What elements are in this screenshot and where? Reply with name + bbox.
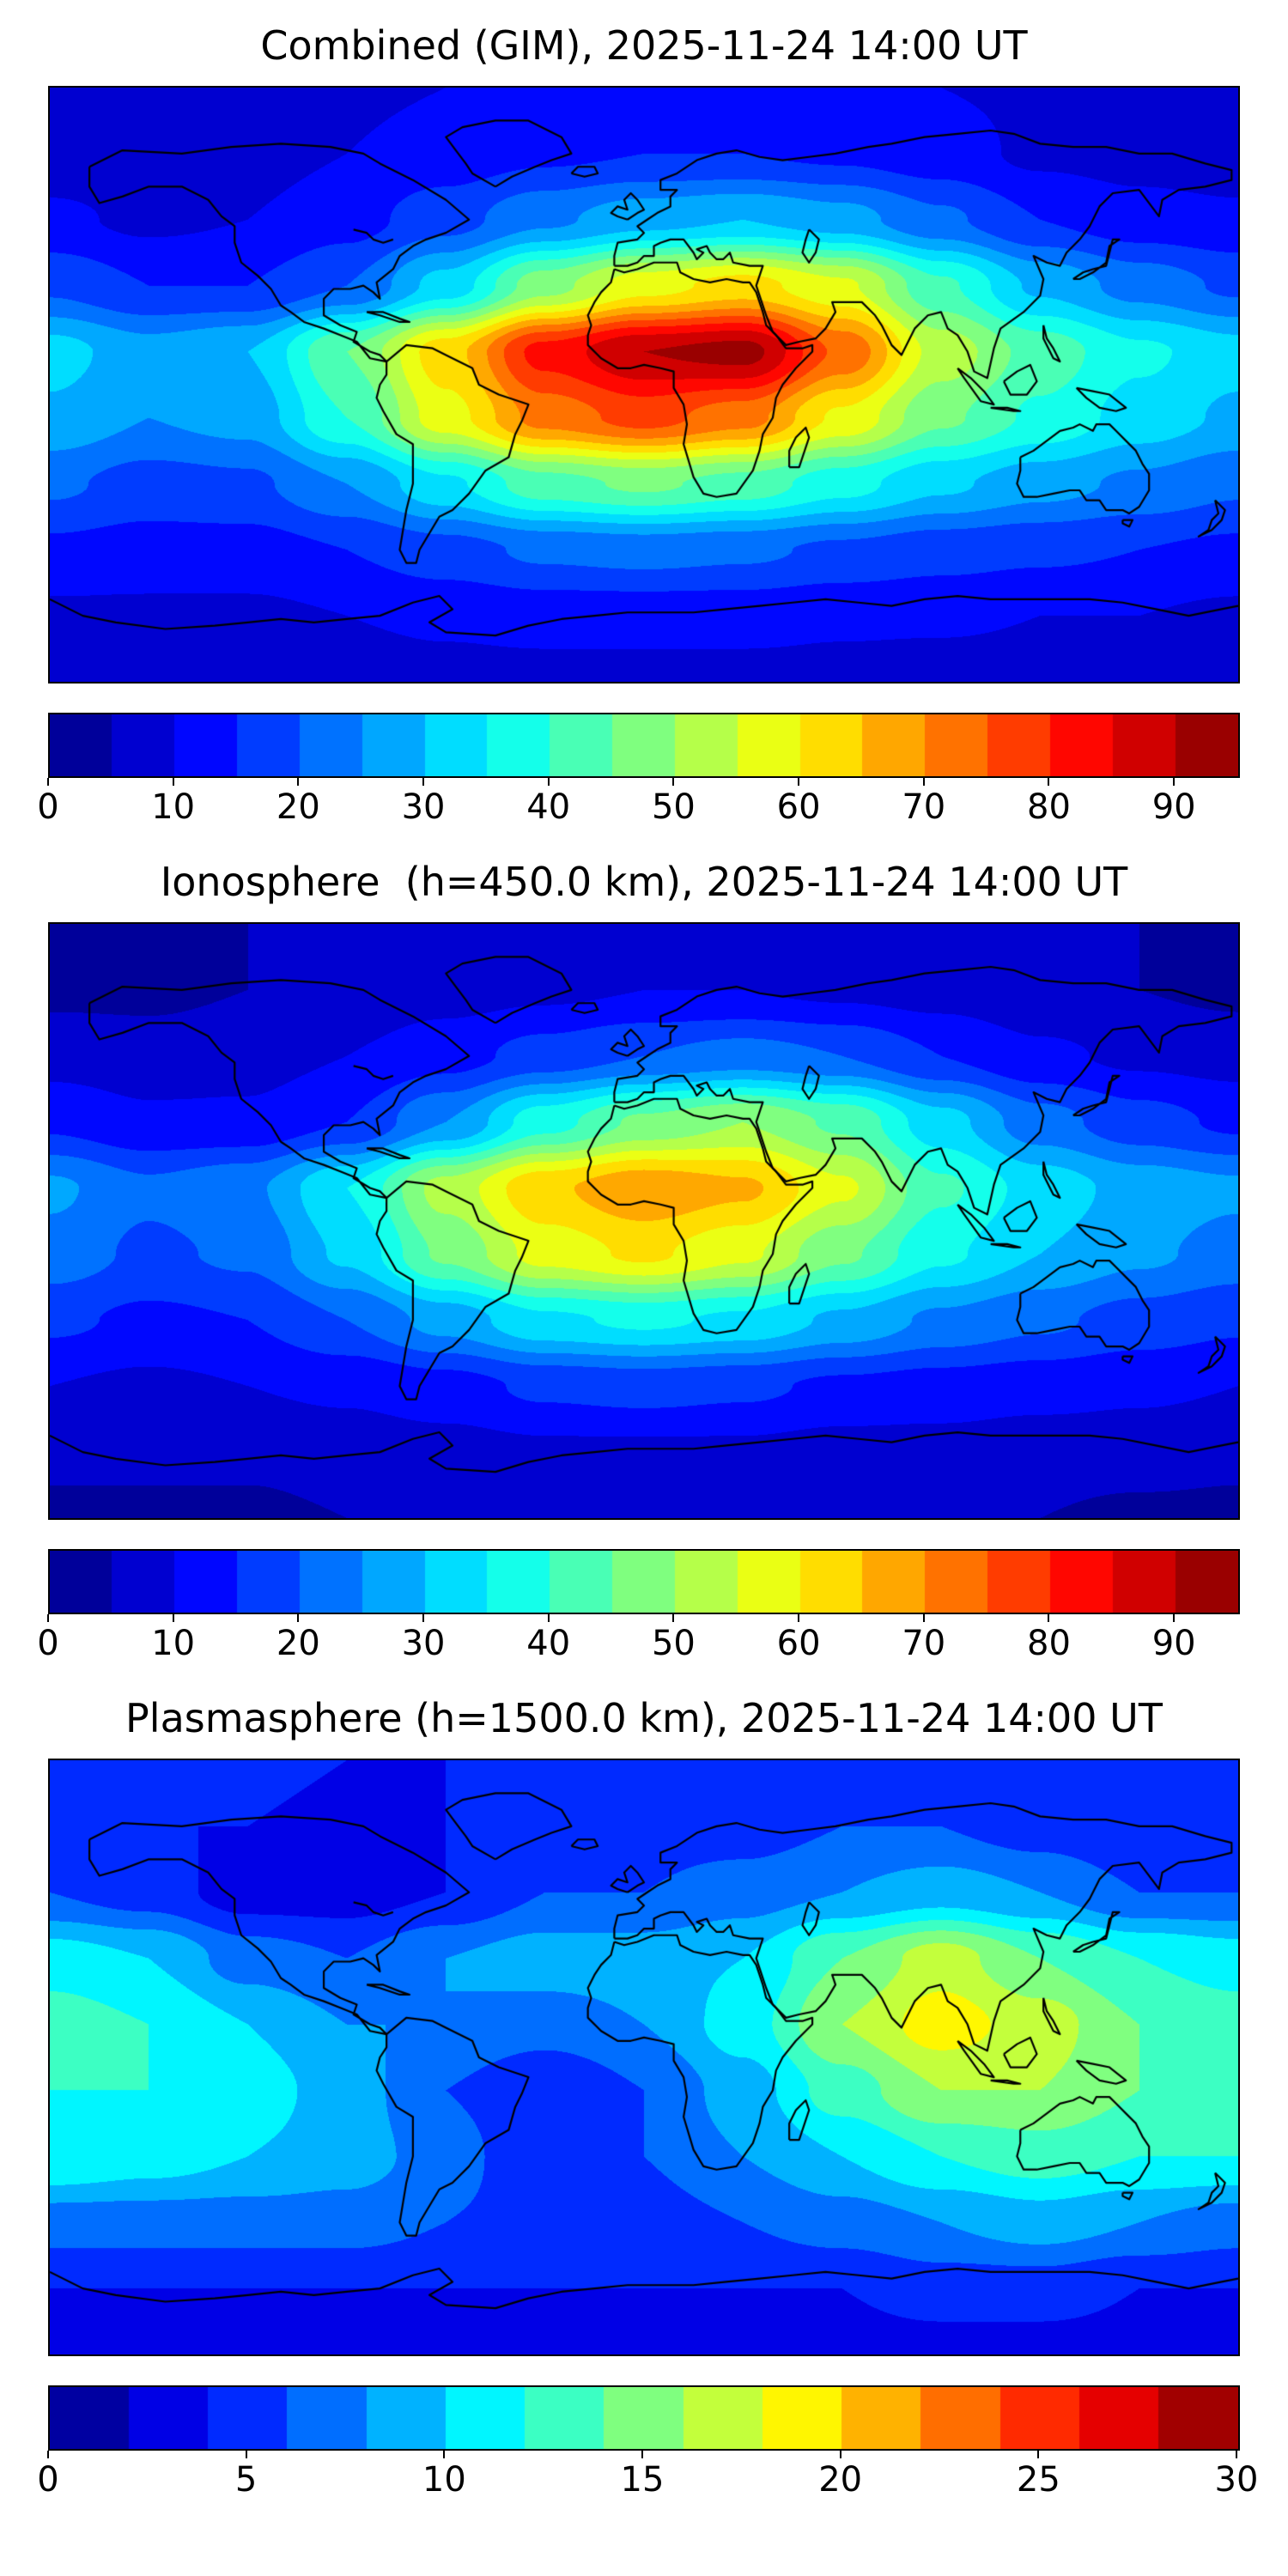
colorbar-tick-label: 10 <box>151 787 196 827</box>
colorbar-tick-label: 60 <box>776 1624 821 1663</box>
colorbar-tick-label: 50 <box>651 787 696 827</box>
colorbar-tick-mark <box>839 2451 841 2458</box>
colorbar-ticks-ionosphere: 0 10 20 30 40 50 60 70 80 90 <box>37 1614 1236 1669</box>
colorbar-tick-label: 20 <box>276 787 320 827</box>
colorbar-tick-label: 80 <box>1027 1624 1071 1663</box>
map-canvas-ionosphere <box>50 924 1238 1518</box>
colorbar-tick-label: 30 <box>401 787 446 827</box>
colorbar-tick-label: 40 <box>526 787 571 827</box>
colorbar-tick-label: 50 <box>651 1624 696 1663</box>
map-canvas-plasmasphere <box>50 1760 1238 2354</box>
colorbar-tick-mark <box>1173 1614 1176 1622</box>
panel-title-combined: Combined (GIM), 2025-11-24 14:00 UT <box>260 22 1028 69</box>
colorbar-tick-mark <box>297 778 300 786</box>
colorbar-canvas-ionosphere <box>50 1551 1238 1613</box>
panel-plasmasphere: Plasmasphere (h=1500.0 km), 2025-11-24 1… <box>37 1695 1258 2506</box>
colorbar-canvas-plasmasphere <box>50 2387 1238 2449</box>
colorbar-tick-mark <box>922 778 925 786</box>
colorbar-tick-mark <box>1037 2451 1040 2458</box>
colorbar-tick-mark <box>922 1614 925 1622</box>
colorbar-tick-mark <box>672 1614 675 1622</box>
colorbar-tick-label: 0 <box>37 2460 59 2500</box>
colorbar-tick-mark <box>443 2451 446 2458</box>
colorbar-tick-mark <box>47 2451 49 2458</box>
map-canvas-combined <box>50 88 1238 682</box>
colorbar-tick-mark <box>422 778 425 786</box>
colorbar-tick-label: 90 <box>1151 1624 1196 1663</box>
colorbar-tick-mark <box>172 778 174 786</box>
colorbar-tick-label: 30 <box>1214 2460 1259 2500</box>
colorbar-tick-mark <box>422 1614 425 1622</box>
colorbar-tick-mark <box>47 1614 49 1622</box>
panel-combined: Combined (GIM), 2025-11-24 14:00 UT 0 10 2… <box>37 22 1240 833</box>
colorbar-tick-label: 0 <box>37 1624 59 1663</box>
colorbar-tick-label: 40 <box>526 1624 571 1663</box>
colorbar-tick-mark <box>1173 778 1176 786</box>
colorbar-tick-label: 10 <box>151 1624 196 1663</box>
colorbar-ionosphere <box>48 1549 1240 1614</box>
colorbar-tick-mark <box>798 778 800 786</box>
colorbar-tick-label: 5 <box>234 2460 258 2500</box>
colorbar-tick-mark <box>1236 2451 1237 2458</box>
colorbar-plasmasphere <box>48 2385 1240 2451</box>
figure: Combined (GIM), 2025-11-24 14:00 UT 0 10 2… <box>37 22 1258 2506</box>
colorbar-tick-label: 10 <box>422 2460 466 2500</box>
colorbar-tick-mark <box>798 1614 800 1622</box>
colorbar-tick-mark <box>245 2451 247 2458</box>
colorbar-tick-mark <box>547 778 550 786</box>
colorbar-tick-mark <box>1048 778 1050 786</box>
colorbar-combined <box>48 713 1240 778</box>
panel-title-ionosphere: Ionosphere (h=450.0 km), 2025-11-24 14:0… <box>160 859 1128 905</box>
panel-title-plasmasphere: Plasmasphere (h=1500.0 km), 2025-11-24 1… <box>125 1695 1163 1741</box>
panel-ionosphere: Ionosphere (h=450.0 km), 2025-11-24 14:0… <box>37 859 1240 1669</box>
colorbar-tick-label: 0 <box>37 787 59 827</box>
colorbar-tick-label: 25 <box>1016 2460 1060 2500</box>
colorbar-tick-label: 70 <box>902 787 946 827</box>
colorbar-tick-mark <box>641 2451 643 2458</box>
world-map-ionosphere <box>48 922 1240 1520</box>
world-map-combined <box>48 86 1240 683</box>
colorbar-tick-label: 20 <box>818 2460 863 2500</box>
colorbar-ticks-plasmasphere: 0 5 10 15 20 25 30 <box>37 2451 1258 2506</box>
colorbar-canvas-combined <box>50 714 1238 776</box>
colorbar-tick-mark <box>172 1614 174 1622</box>
colorbar-tick-label: 30 <box>401 1624 446 1663</box>
colorbar-tick-label: 60 <box>776 787 821 827</box>
colorbar-tick-label: 15 <box>620 2460 665 2500</box>
world-map-plasmasphere <box>48 1759 1240 2356</box>
colorbar-ticks-combined: 0 10 20 30 40 50 60 70 80 90 <box>37 778 1236 833</box>
colorbar-tick-mark <box>547 1614 550 1622</box>
colorbar-tick-label: 70 <box>902 1624 946 1663</box>
colorbar-tick-mark <box>1048 1614 1050 1622</box>
colorbar-tick-mark <box>47 778 49 786</box>
colorbar-tick-mark <box>297 1614 300 1622</box>
colorbar-tick-label: 90 <box>1151 787 1196 827</box>
colorbar-tick-label: 20 <box>276 1624 320 1663</box>
colorbar-tick-label: 80 <box>1027 787 1071 827</box>
colorbar-tick-mark <box>672 778 675 786</box>
